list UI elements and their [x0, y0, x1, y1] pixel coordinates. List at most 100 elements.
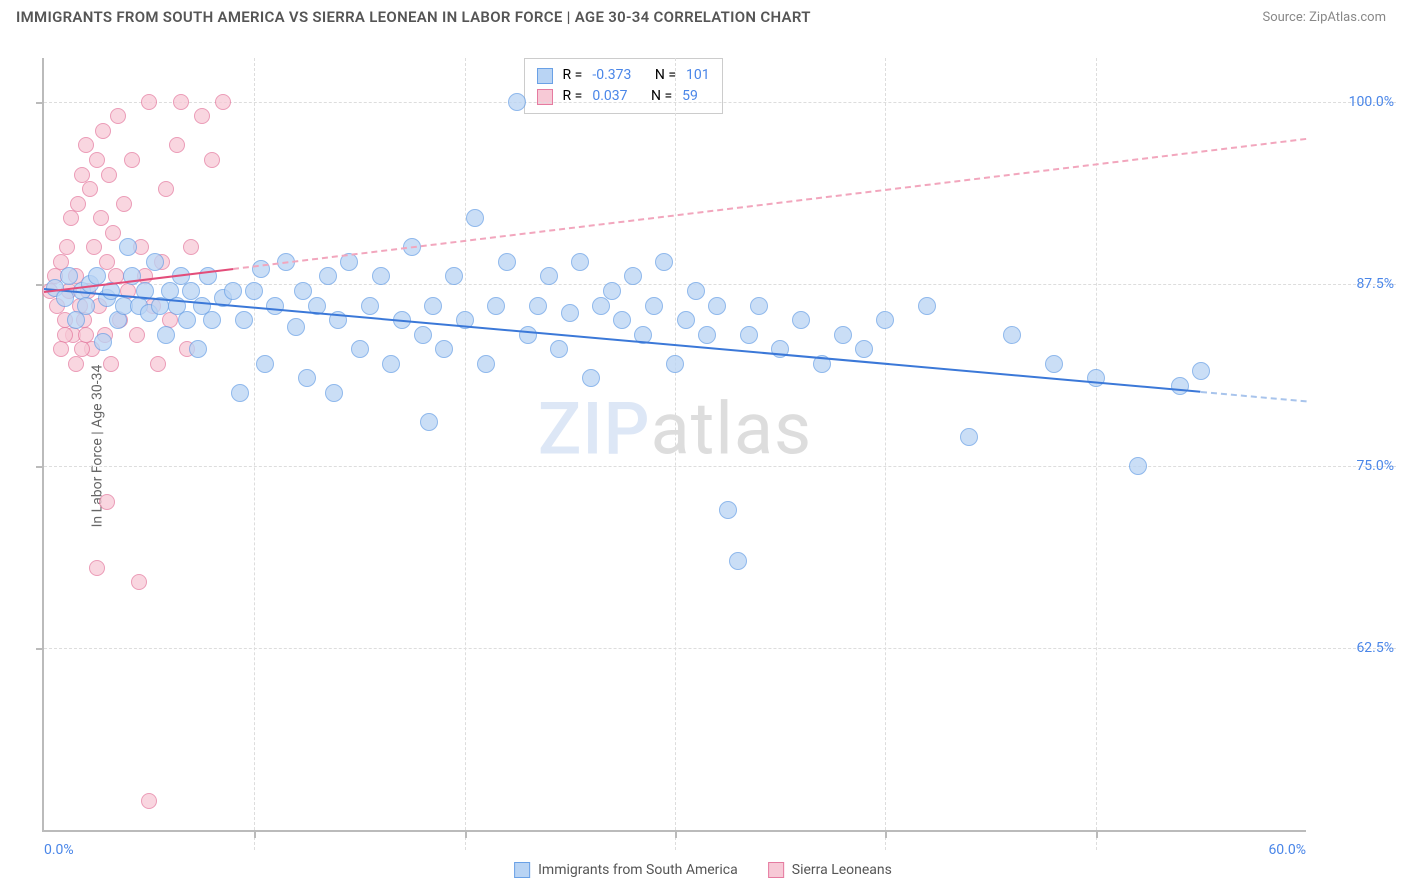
gridline-v: [885, 58, 886, 850]
scatter-point-sa: [351, 340, 369, 358]
scatter-point-sa: [146, 253, 164, 271]
ytick-label: 100.0%: [1314, 94, 1394, 110]
scatter-point-sa: [603, 282, 621, 300]
scatter-point-sa: [382, 355, 400, 373]
scatter-point-sa: [1129, 457, 1147, 475]
swatch-sierra-leonean-icon: [768, 862, 784, 878]
scatter-point-sa: [414, 326, 432, 344]
scatter-point-sa: [178, 311, 196, 329]
scatter-point-sa: [245, 282, 263, 300]
trendline-sa: [1201, 391, 1306, 402]
scatter-point-sl: [103, 356, 119, 372]
r-value-sa: -0.373: [592, 65, 631, 86]
ytick-label: 62.5%: [1314, 640, 1394, 656]
scatter-point-sa: [235, 311, 253, 329]
scatter-point-sa: [466, 209, 484, 227]
ytick-label: 75.0%: [1314, 458, 1394, 474]
scatter-point-sl: [110, 108, 126, 124]
scatter-point-sa: [677, 311, 695, 329]
legend-row-sl: R = 0.037 N = 59: [537, 86, 710, 107]
scatter-point-sl: [78, 137, 94, 153]
legend-series: Immigrants from South America Sierra Leo…: [514, 862, 892, 878]
scatter-point-sl: [78, 327, 94, 343]
scatter-point-sa: [445, 267, 463, 285]
scatter-point-sa: [224, 282, 242, 300]
n-value-sl: 59: [682, 86, 698, 107]
scatter-point-sl: [59, 239, 75, 255]
scatter-point-sa: [60, 267, 78, 285]
scatter-point-sl: [124, 152, 140, 168]
scatter-point-sl: [82, 181, 98, 197]
gridline-v: [254, 58, 255, 850]
scatter-point-sa: [1003, 326, 1021, 344]
legend-item-sa: Immigrants from South America: [514, 862, 738, 878]
scatter-point-sa: [498, 253, 516, 271]
scatter-point-sa: [540, 267, 558, 285]
scatter-point-sa: [372, 267, 390, 285]
scatter-point-sa: [960, 428, 978, 446]
scatter-point-sa: [624, 267, 642, 285]
gridline-h: [44, 466, 1396, 467]
n-label: N =: [651, 86, 672, 107]
scatter-point-sa: [203, 311, 221, 329]
gridline-h: [44, 648, 1396, 649]
scatter-point-sl: [150, 356, 166, 372]
gridline-v: [675, 58, 676, 850]
scatter-point-sa: [294, 282, 312, 300]
xtick-label-end: 60.0%: [1268, 842, 1306, 858]
scatter-point-sa: [1192, 362, 1210, 380]
scatter-point-sa: [834, 326, 852, 344]
chart-title: IMMIGRANTS FROM SOUTH AMERICA VS SIERRA …: [16, 8, 811, 26]
scatter-point-sa: [666, 355, 684, 373]
scatter-point-sl: [204, 152, 220, 168]
scatter-point-sa: [266, 297, 284, 315]
plot-area: ZIPatlas R = -0.373 N = 101 R = 0.037 N …: [42, 58, 1306, 832]
scatter-point-sa: [687, 282, 705, 300]
scatter-point-sa: [740, 326, 758, 344]
gridline-v: [1096, 58, 1097, 850]
scatter-point-sa: [361, 297, 379, 315]
scatter-point-sa: [319, 267, 337, 285]
scatter-point-sl: [183, 239, 199, 255]
trendline-sa: [44, 288, 1201, 393]
scatter-point-sl: [74, 167, 90, 183]
scatter-point-sl: [99, 254, 115, 270]
scatter-point-sa: [508, 93, 526, 111]
scatter-point-sa: [571, 253, 589, 271]
scatter-point-sa: [855, 340, 873, 358]
source-label: Source: ZipAtlas.com: [1262, 10, 1386, 25]
scatter-point-sa: [561, 304, 579, 322]
gridline-v: [465, 58, 466, 850]
scatter-point-sl: [95, 123, 111, 139]
scatter-point-sl: [86, 239, 102, 255]
n-value-sa: 101: [686, 65, 710, 86]
scatter-point-sa: [157, 326, 175, 344]
scatter-point-sa: [719, 501, 737, 519]
scatter-point-sa: [918, 297, 936, 315]
scatter-point-sa: [698, 326, 716, 344]
scatter-point-sl: [93, 210, 109, 226]
scatter-point-sa: [876, 311, 894, 329]
scatter-point-sl: [116, 196, 132, 212]
scatter-point-sl: [101, 167, 117, 183]
scatter-point-sa: [550, 340, 568, 358]
scatter-point-sl: [131, 574, 147, 590]
swatch-south-america-icon: [537, 68, 553, 84]
r-label: R =: [563, 86, 583, 107]
scatter-point-sa: [1045, 355, 1063, 373]
scatter-point-sa: [655, 253, 673, 271]
r-value-sl: 0.037: [592, 86, 627, 107]
scatter-point-sa: [231, 384, 249, 402]
xtick-label-start: 0.0%: [44, 842, 74, 858]
scatter-point-sa: [94, 333, 112, 351]
scatter-point-sl: [129, 327, 145, 343]
scatter-point-sl: [63, 210, 79, 226]
legend-label-sa: Immigrants from South America: [538, 862, 738, 878]
scatter-point-sa: [77, 297, 95, 315]
scatter-point-sa: [435, 340, 453, 358]
scatter-point-sl: [173, 94, 189, 110]
scatter-point-sa: [119, 238, 137, 256]
scatter-point-sa: [424, 297, 442, 315]
scatter-point-sl: [89, 152, 105, 168]
r-label: R =: [563, 65, 583, 86]
